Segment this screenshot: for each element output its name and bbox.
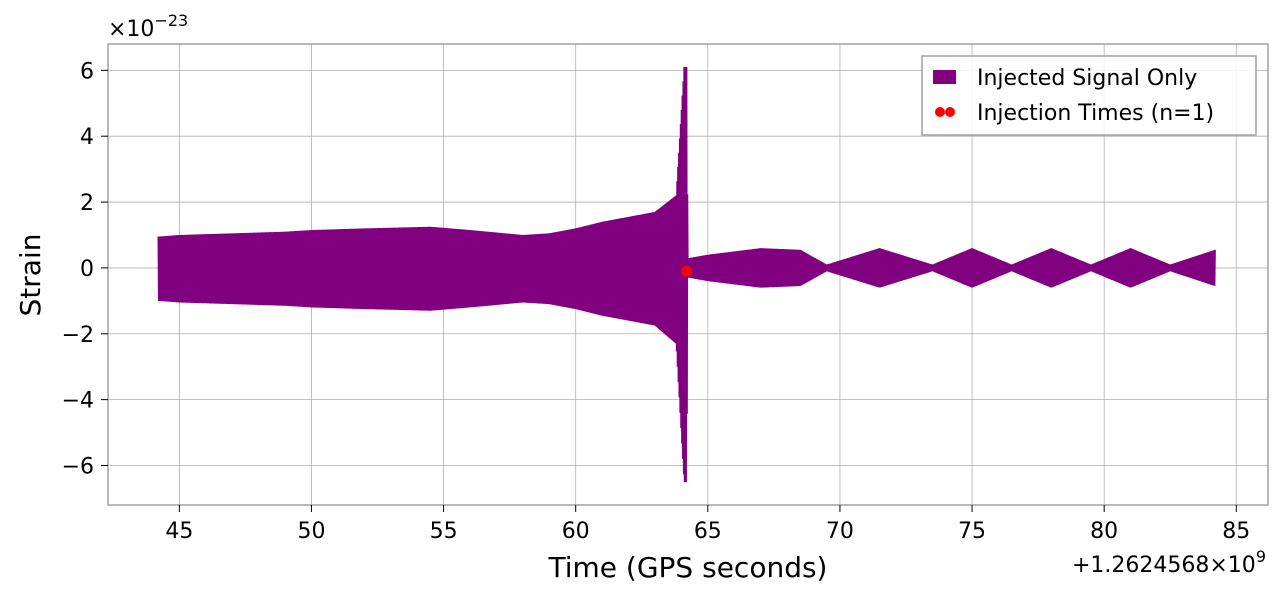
x-tick-label: 60 [562, 519, 590, 544]
legend-label-injection: Injection Times (n=1) [977, 101, 1214, 126]
legend-box [921, 55, 1257, 136]
x-tick-label: 85 [1222, 519, 1250, 544]
y-tick-label: −6 [62, 454, 94, 479]
y-axis-label: Strain [14, 234, 47, 317]
legend-label-signal: Injected Signal Only [977, 66, 1197, 91]
legend: Injected Signal Only Injection Times (n=… [921, 55, 1257, 136]
y-tick-label: 6 [80, 59, 94, 84]
x-tick-label: 65 [694, 519, 722, 544]
plot-frame [107, 43, 1269, 506]
legend-marker-injection [945, 107, 955, 117]
x-tick-label: 50 [297, 519, 325, 544]
y-tick-label: 2 [80, 191, 94, 216]
series-injection-times [681, 265, 693, 277]
x-offset-label: +1.2624568×109 [1072, 547, 1266, 578]
y-tick-label: 4 [80, 125, 94, 150]
x-offset-exponent: 9 [1256, 547, 1266, 566]
x-axis-ticks: 45 50 55 60 65 70 75 80 85 [165, 505, 1250, 544]
y-scale-exponent: −23 [154, 11, 188, 30]
x-tick-label: 80 [1090, 519, 1118, 544]
series-injected-signal [157, 67, 1216, 482]
x-tick-label: 75 [958, 519, 986, 544]
y-tick-label: −2 [62, 323, 94, 348]
y-tick-label: −4 [62, 389, 94, 414]
legend-swatch-signal [933, 70, 956, 84]
y-axis-ticks: −6 −4 −2 0 2 4 6 [62, 59, 108, 479]
y-scale-label: ×10−23 [108, 11, 188, 42]
y-tick-label: 0 [80, 257, 94, 282]
x-axis-label: Time (GPS seconds) [548, 551, 828, 584]
injection-marker [681, 265, 693, 277]
signal-line [157, 67, 1216, 482]
legend-marker-injection [935, 107, 945, 117]
x-tick-label: 45 [165, 519, 193, 544]
x-tick-label: 55 [430, 519, 458, 544]
x-tick-label: 70 [826, 519, 854, 544]
